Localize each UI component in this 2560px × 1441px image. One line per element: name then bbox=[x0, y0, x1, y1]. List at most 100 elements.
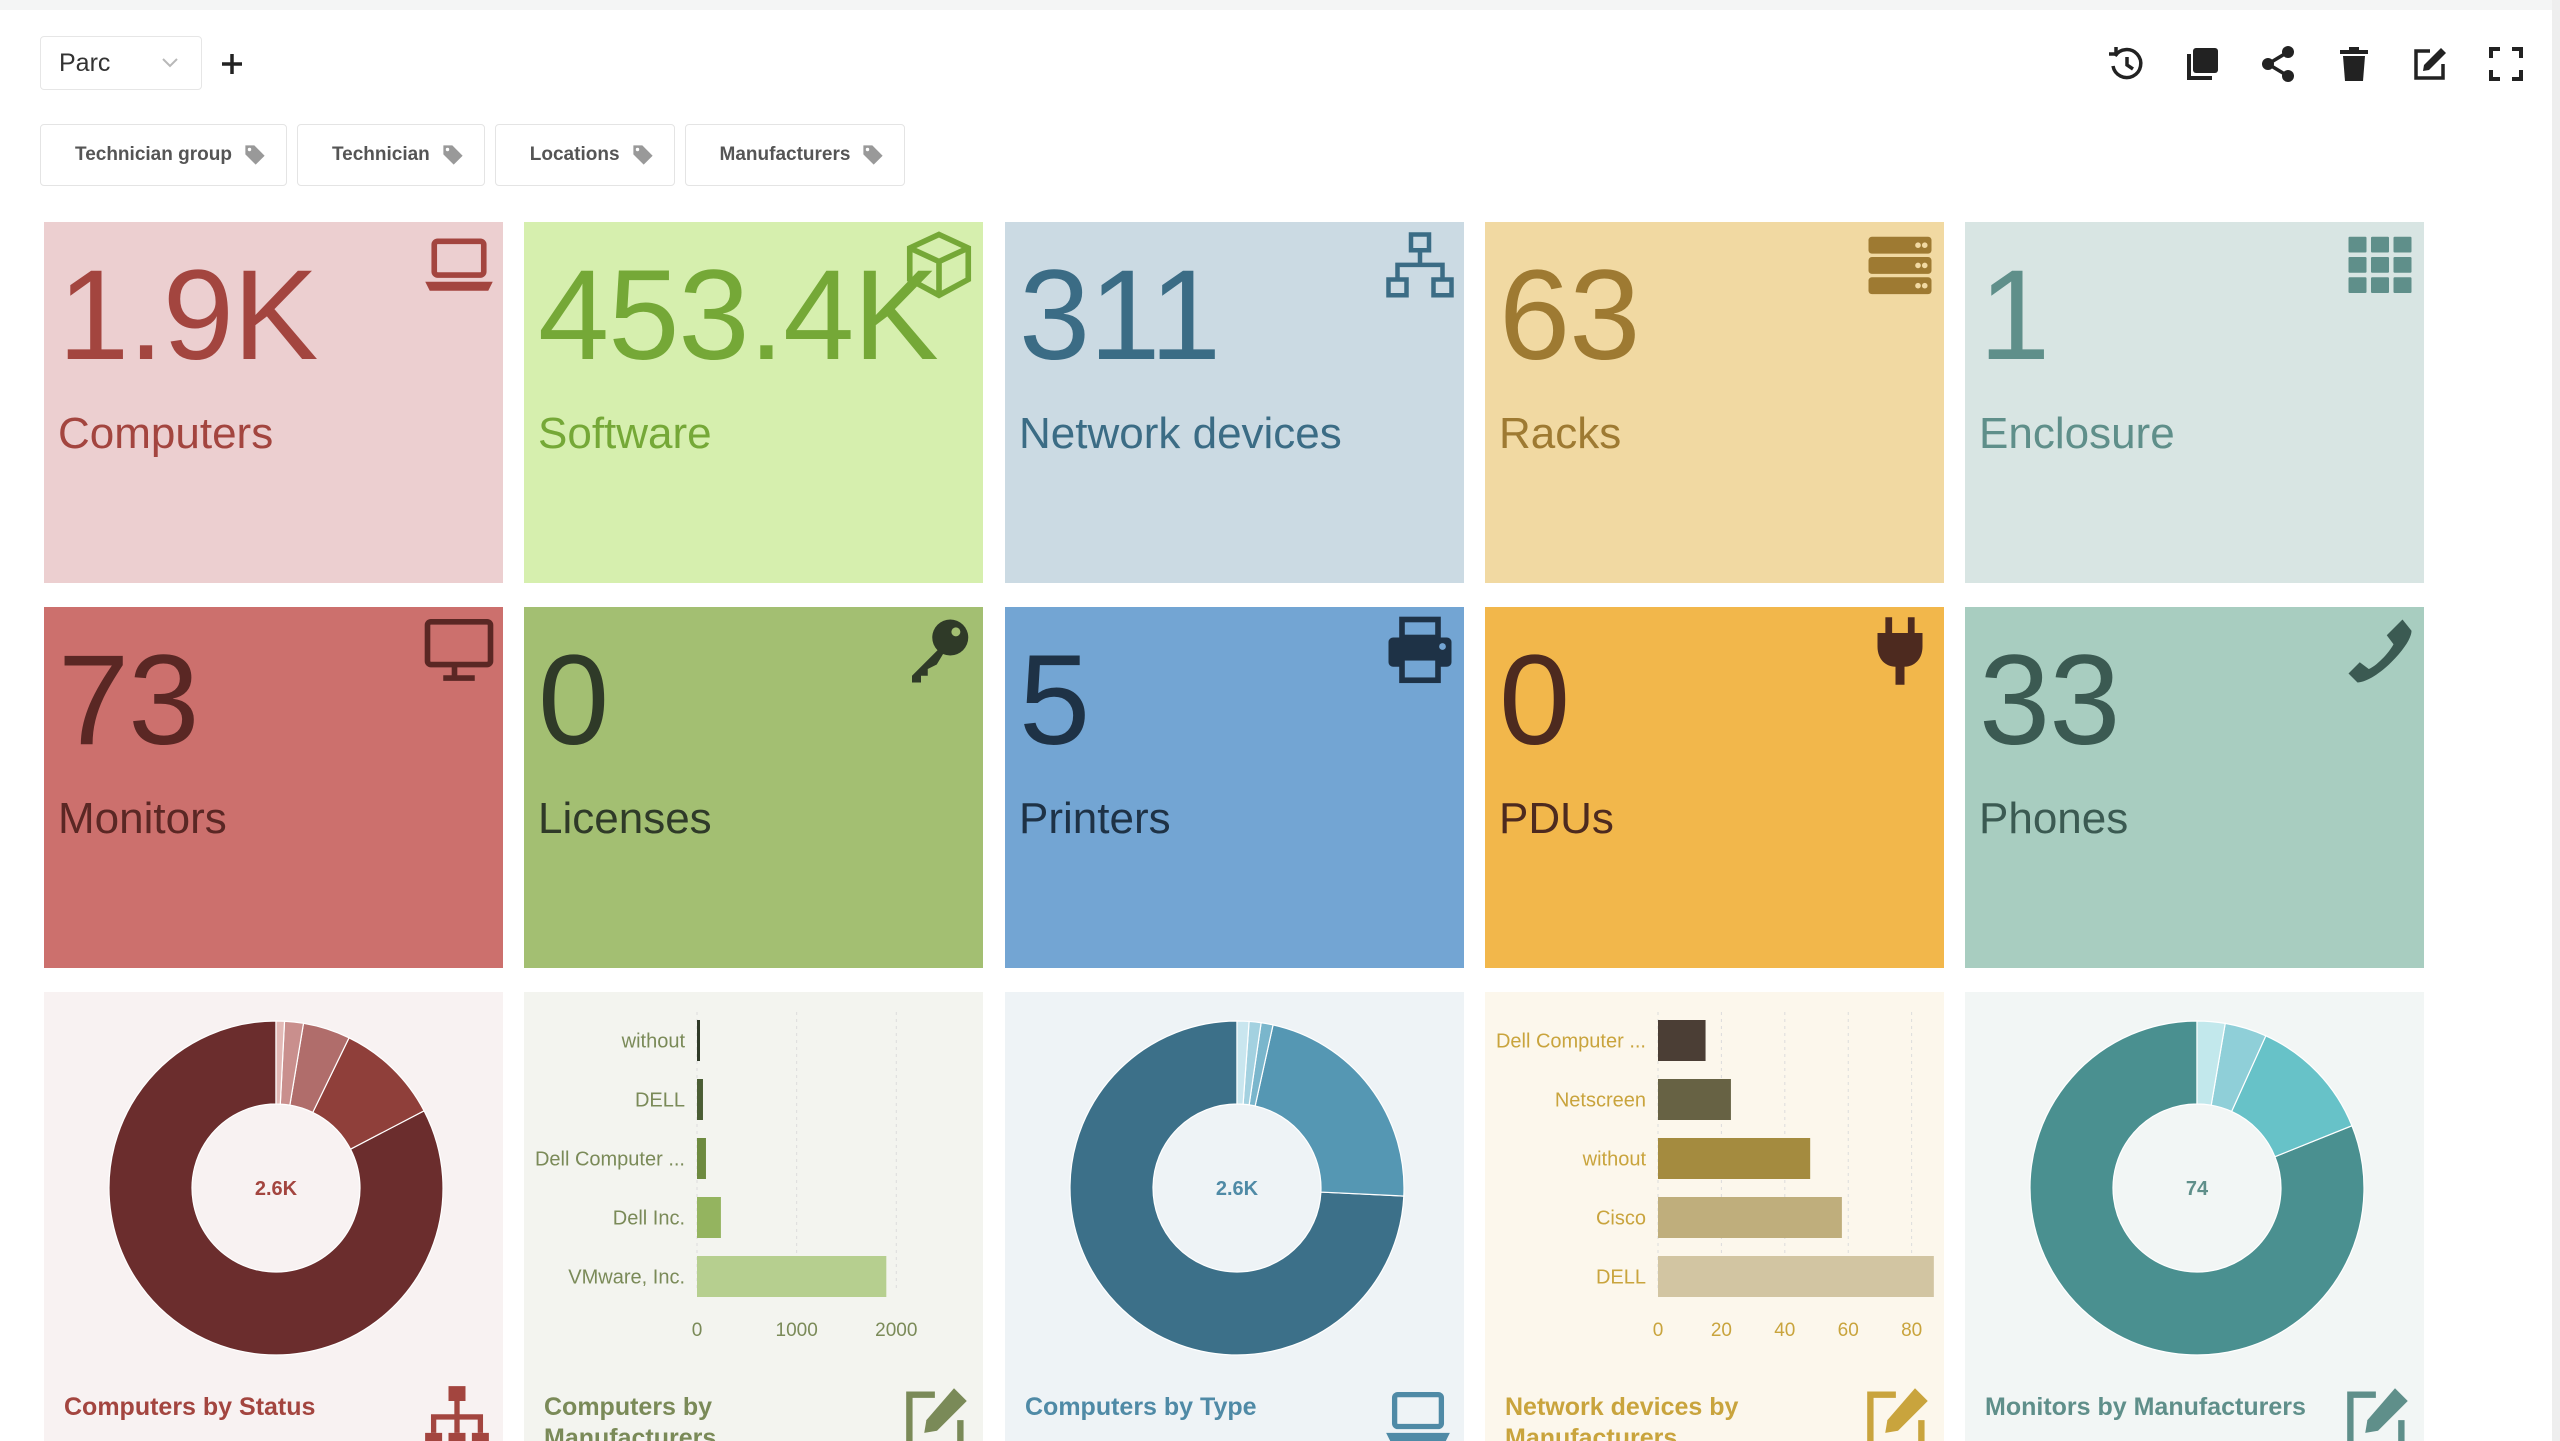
stat-value: 63 bbox=[1499, 244, 1640, 387]
filter-label: Technician group bbox=[75, 144, 232, 165]
stat-icon-wrap bbox=[1384, 230, 1456, 302]
stat-card-monitors[interactable]: 73 Monitors bbox=[44, 607, 503, 968]
pie-slice[interactable] bbox=[1069, 1020, 1405, 1356]
bar-chart: without DELL Dell Computer ... Dell Inc. VMw… bbox=[535, 1012, 917, 1341]
fullscreen-button[interactable] bbox=[2482, 40, 2530, 88]
pie-slice[interactable] bbox=[2029, 1020, 2365, 1356]
bar[interactable] bbox=[1658, 1079, 1731, 1120]
bar[interactable] bbox=[697, 1079, 703, 1120]
stat-label: Licenses bbox=[538, 794, 712, 843]
key-icon bbox=[912, 619, 969, 683]
edit-button[interactable] bbox=[2406, 40, 2454, 88]
pie-slice[interactable] bbox=[2196, 1020, 2226, 1106]
chevron-down-icon bbox=[162, 58, 178, 68]
plug-icon bbox=[1877, 617, 1923, 685]
cube-icon bbox=[906, 231, 972, 299]
bar[interactable] bbox=[697, 1256, 887, 1297]
stat-icon-wrap bbox=[2344, 230, 2416, 302]
tag-icon bbox=[443, 145, 463, 165]
stat-card-racks[interactable]: 63 Racks bbox=[1485, 222, 1944, 583]
filter-technician-group[interactable]: Technician group bbox=[40, 124, 287, 186]
stat-card-network-devices[interactable]: 311 Network devices bbox=[1005, 222, 1464, 583]
stat-card-phones[interactable]: 33 Phones bbox=[1965, 607, 2424, 968]
filter-technician[interactable]: Technician bbox=[296, 124, 485, 186]
edit-icon bbox=[2347, 1388, 2408, 1441]
stat-card-computers[interactable]: 1.9K Computers bbox=[44, 222, 503, 583]
stat-label: Computers bbox=[58, 409, 274, 458]
bar[interactable] bbox=[1658, 1020, 1706, 1061]
stat-icon-wrap bbox=[903, 615, 975, 687]
chart-icon-wrap bbox=[903, 1384, 975, 1441]
stat-icon-wrap bbox=[1864, 615, 1936, 687]
bar[interactable] bbox=[697, 1138, 706, 1179]
bar-category-label: Netscreen bbox=[1555, 1090, 1646, 1112]
stat-icon-wrap bbox=[1864, 230, 1936, 302]
scrollbar-track[interactable] bbox=[2552, 0, 2560, 1441]
stat-value: 1.9K bbox=[58, 244, 318, 387]
donut-center-label: 2.6K bbox=[255, 1178, 298, 1200]
chart-card-computers-by-manufacturers[interactable]: without DELL Dell Computer ... Dell Inc. VMw… bbox=[524, 992, 983, 1441]
chart-title: Computers by Type bbox=[1025, 1393, 1257, 1421]
history-button[interactable] bbox=[2102, 40, 2150, 88]
filter-locations[interactable]: Locations bbox=[494, 124, 675, 186]
x-tick-label: 60 bbox=[1838, 1320, 1859, 1341]
stat-card-licenses[interactable]: 0 Licenses bbox=[524, 607, 983, 968]
network-icon bbox=[1386, 232, 1454, 298]
share-button[interactable] bbox=[2254, 40, 2302, 88]
chart-title: Computers by Status bbox=[64, 1393, 316, 1421]
bar-category-label: DELL bbox=[1596, 1267, 1646, 1289]
filter-manufacturers[interactable]: Manufacturers bbox=[684, 124, 906, 186]
bar[interactable] bbox=[1658, 1256, 1934, 1297]
add-dashboard-button[interactable] bbox=[210, 42, 254, 86]
pie-slice[interactable] bbox=[1254, 1024, 1405, 1197]
clone-button[interactable] bbox=[2178, 40, 2226, 88]
pie-slice[interactable] bbox=[108, 1020, 444, 1356]
stat-label: PDUs bbox=[1499, 794, 1614, 843]
donut-chart: 74 bbox=[2029, 1020, 2365, 1356]
x-tick-label: 2000 bbox=[875, 1320, 917, 1341]
filter-bar: Technician group Technician Locations Manuf… bbox=[40, 124, 906, 186]
dashboard-select[interactable]: Parc bbox=[40, 36, 202, 90]
stat-card-pdus[interactable]: 0 PDUs bbox=[1485, 607, 1944, 968]
x-tick-label: 1000 bbox=[776, 1320, 818, 1341]
chart-card-network-devices-by-manufacturers[interactable]: Dell Computer ... Netscreen without Cisco DE… bbox=[1485, 992, 1944, 1441]
bar-category-label: Dell Computer ... bbox=[1496, 1031, 1646, 1053]
donut-center-label: 2.6K bbox=[1216, 1178, 1259, 1200]
stat-icon-wrap bbox=[423, 230, 495, 302]
chart-icon-wrap bbox=[1384, 1384, 1456, 1441]
fullscreen-icon bbox=[2489, 47, 2523, 81]
dashboard-toolbar: Parc bbox=[40, 36, 2530, 92]
donut-center-label: 74 bbox=[2186, 1178, 2209, 1200]
stat-label: Software bbox=[538, 409, 712, 458]
x-tick-label: 0 bbox=[1653, 1320, 1664, 1341]
stat-value: 311 bbox=[1019, 244, 1221, 387]
stat-card-printers[interactable]: 5 Printers bbox=[1005, 607, 1464, 968]
bar-category-label: DELL bbox=[635, 1090, 685, 1112]
chart-card-monitors-by-manufacturers[interactable]: 74 Monitors by Manufacturers bbox=[1965, 992, 2424, 1441]
pie-slice[interactable] bbox=[1236, 1020, 1250, 1105]
pie-slice[interactable] bbox=[275, 1020, 286, 1105]
bar[interactable] bbox=[697, 1197, 721, 1238]
stat-icon-wrap bbox=[903, 230, 975, 302]
bar-category-label: Dell Computer ... bbox=[535, 1149, 685, 1171]
tag-icon bbox=[245, 145, 265, 165]
stat-icon-wrap bbox=[423, 615, 495, 687]
stat-icon-wrap bbox=[2344, 615, 2416, 687]
history-icon bbox=[2109, 47, 2143, 80]
stat-value: 33 bbox=[1979, 629, 2120, 772]
window-top-edge bbox=[0, 0, 2560, 10]
server-icon bbox=[1868, 236, 1932, 295]
bar[interactable] bbox=[697, 1020, 700, 1061]
stat-card-software[interactable]: 453.4K Software bbox=[524, 222, 983, 583]
donut-chart: 2.6K bbox=[108, 1020, 444, 1356]
chart-card-computers-by-status[interactable]: 2.6K Computers by Status bbox=[44, 992, 503, 1441]
x-tick-label: 80 bbox=[1901, 1320, 1922, 1341]
monitor-icon bbox=[424, 618, 494, 681]
stat-label: Racks bbox=[1499, 409, 1622, 458]
bar[interactable] bbox=[1658, 1197, 1842, 1238]
bar[interactable] bbox=[1658, 1138, 1811, 1179]
delete-button[interactable] bbox=[2330, 40, 2378, 88]
chart-icon-wrap bbox=[2344, 1384, 2416, 1441]
chart-card-computers-by-type[interactable]: 2.6K Computers by Type bbox=[1005, 992, 1464, 1441]
stat-card-enclosure[interactable]: 1 Enclosure bbox=[1965, 222, 2424, 583]
